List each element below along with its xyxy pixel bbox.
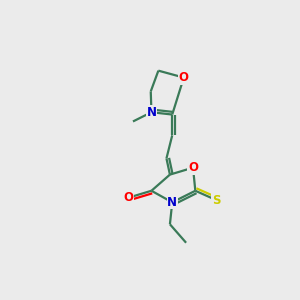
Text: O: O (179, 71, 189, 84)
Text: S: S (212, 194, 220, 206)
Text: O: O (188, 161, 198, 174)
Text: O: O (123, 191, 133, 204)
Text: N: N (167, 196, 177, 209)
Text: N: N (146, 106, 156, 119)
